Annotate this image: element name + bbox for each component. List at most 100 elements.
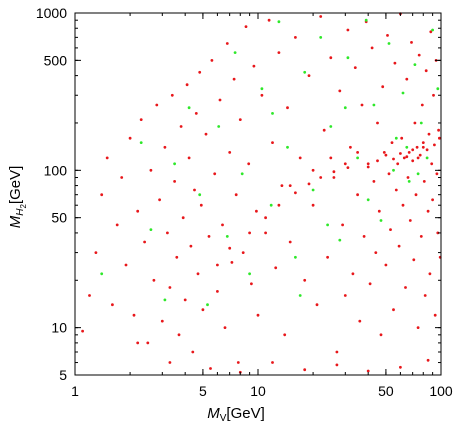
data-point [421,141,425,145]
data-point [431,198,434,202]
data-point [264,216,267,220]
data-point [288,184,292,188]
data-point [217,125,221,128]
data-point [100,193,104,197]
data-point [158,198,162,202]
x-tick-label: 50 [378,383,394,399]
data-point [349,145,352,149]
data-point [170,93,174,97]
data-point [400,136,404,140]
data-point [256,313,260,317]
data-point [413,63,417,66]
data-point [437,128,440,132]
data-point [421,145,425,149]
data-point [303,70,307,74]
data-point [366,162,370,166]
data-point [234,193,238,197]
data-point [343,294,347,297]
data-point [120,176,124,179]
data-point [303,368,307,372]
data-point [223,326,227,329]
data-point [240,172,244,176]
data-point [360,103,364,107]
data-point [393,61,397,65]
data-point [426,358,430,362]
x-tick-label: 10 [250,383,266,399]
data-point [294,255,297,259]
x-tick-label: 1 [71,383,79,399]
data-point [399,365,402,369]
data-point [423,294,427,297]
data-point [193,188,196,192]
data-point [319,36,323,39]
data-point [384,263,388,267]
data-point [412,258,416,262]
data-point [191,350,195,354]
data-point [311,188,315,192]
data-point [416,326,420,329]
data-point [319,15,323,18]
data-point [163,145,167,149]
data-point [81,329,84,333]
data-point [307,182,311,186]
data-point [115,223,119,227]
data-point [392,308,395,312]
data-point [356,151,359,154]
data-point [173,162,177,166]
data-point [225,42,229,45]
data-point [366,198,370,202]
data-point [146,341,150,345]
data-point [88,294,91,297]
data-point [343,106,347,110]
data-point [238,118,242,121]
data-point [343,162,347,166]
data-point [372,103,376,107]
data-point [394,188,398,192]
data-point [374,251,378,255]
data-point [225,235,229,238]
data-point [358,319,362,323]
data-point [397,244,401,248]
data-point [364,18,368,22]
data-point [179,125,183,128]
data-point [416,172,420,176]
data-point [341,223,344,227]
data-point [277,20,281,24]
y-tick-label: 10 [51,320,67,336]
data-point [286,145,289,149]
data-point [233,51,237,54]
data-point [204,132,208,136]
data-point [185,83,189,87]
data-point [425,148,429,152]
data-point [387,172,391,176]
data-point [168,361,172,364]
data-point [413,121,417,125]
data-point [111,303,114,307]
data-point [252,64,256,68]
data-point [216,263,219,267]
data-point [417,53,421,57]
data-point [247,162,251,166]
data-point [351,272,355,276]
data-point [271,361,274,364]
data-point [168,286,172,289]
data-point [356,193,359,197]
data-point [424,69,428,73]
data-point [420,103,424,107]
data-point [194,112,198,115]
data-point [160,319,164,323]
data-point [124,263,128,267]
data-point [181,216,185,220]
data-point [132,313,136,317]
data-point [382,151,386,154]
data-point [303,278,307,282]
data-point [177,333,181,337]
data-point [353,66,357,69]
data-point [418,153,422,157]
data-point [432,93,435,97]
data-point [210,59,214,62]
y-tick-label: 1000 [36,5,67,21]
data-points [81,12,442,374]
data-point [173,180,177,183]
